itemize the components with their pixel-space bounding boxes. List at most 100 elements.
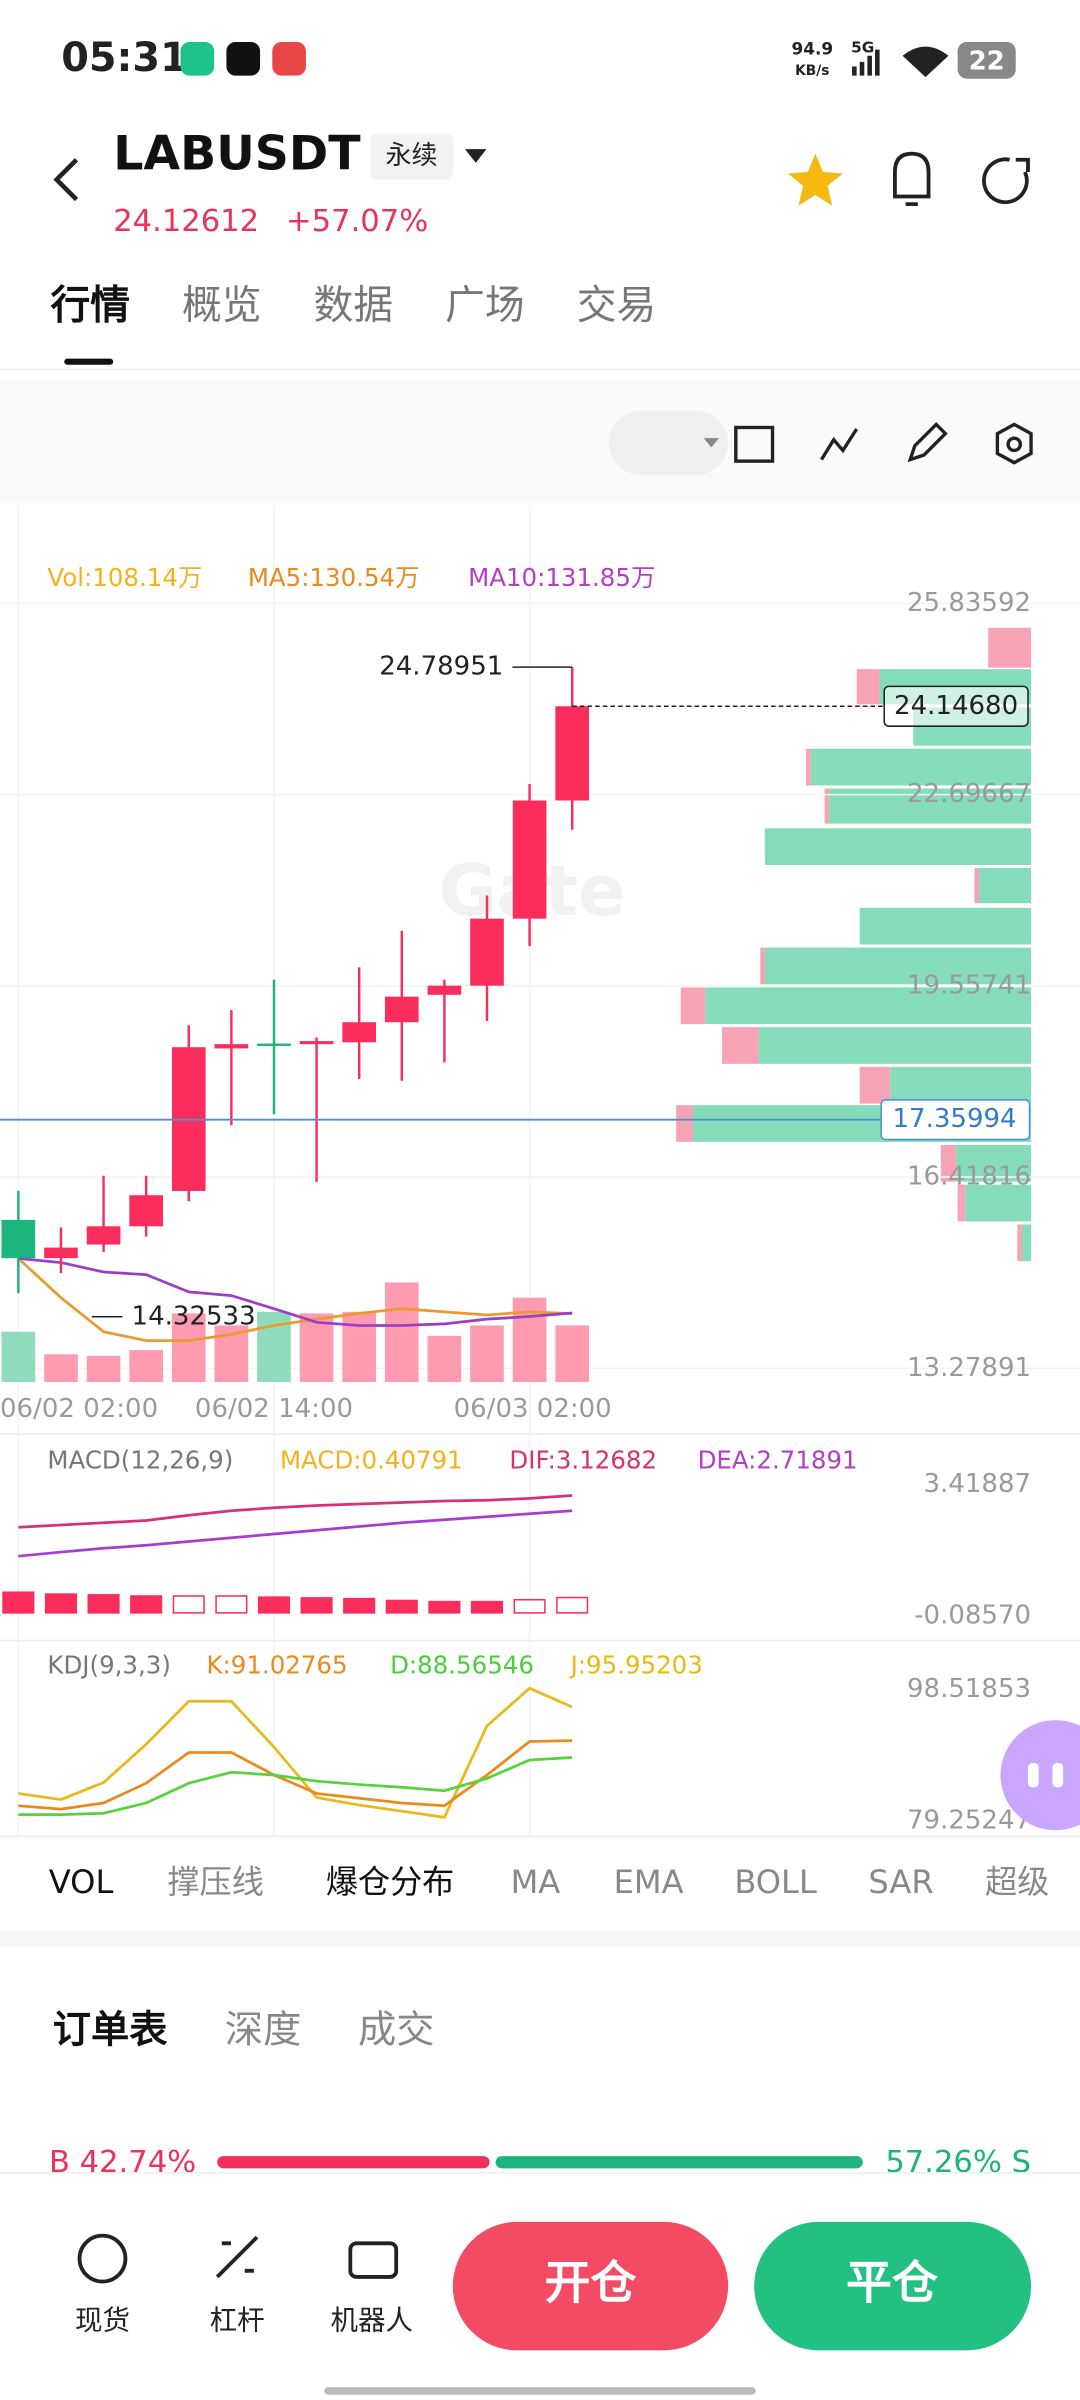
dropdown-arrow[interactable] [465,149,487,163]
alert-bell[interactable] [892,151,931,207]
order-tab[interactable]: 深度 [225,2009,301,2053]
depth-long [810,748,1032,786]
open-button[interactable] [452,2221,729,2351]
depth-short [940,1144,957,1182]
y-tick-label: 25.83592 [907,588,1031,618]
tab[interactable]: 交易 [577,283,657,329]
back-button[interactable] [53,158,79,202]
indicator-tab[interactable]: EMA [614,1863,684,1901]
depth-long [764,947,1032,985]
dropdown-arrow[interactable] [703,438,719,448]
indicator-tab[interactable]: SAR [868,1863,933,1901]
price-line-box [880,1099,1031,1141]
depth-long [705,987,1032,1025]
y-tick-label: 19.55741 [907,970,1031,1000]
d-line [18,1756,573,1816]
tab[interactable]: 概览 [182,283,262,329]
macd-bar [44,1593,78,1614]
depth-long [1021,1224,1032,1262]
app-icon [272,41,306,76]
contract-badge[interactable] [370,133,453,180]
tool-icon[interactable] [820,428,859,461]
indicator-tab[interactable]: 爆仓分布 [326,1863,454,1901]
macd-bar [556,1596,589,1614]
volume-bar [427,1335,462,1383]
indicator-tab[interactable]: 超级 [985,1863,1049,1901]
legend-item: DIF:3.12682 [509,1446,657,1475]
assistant-eye [1052,1762,1064,1788]
indicator-tab[interactable]: VOL [49,1863,114,1901]
volume-bar [86,1355,121,1383]
order-tab[interactable]: 成交 [358,2009,434,2053]
settings-icon [1006,436,1023,453]
share-button[interactable] [982,157,1030,205]
app-icon [180,41,215,76]
tab[interactable]: 行情 [50,283,130,329]
macd-bar [130,1595,163,1614]
candle-body [427,985,462,995]
candle-body [86,1226,121,1245]
candle-body [129,1195,163,1227]
close-button[interactable] [754,2221,1032,2351]
bot-icon[interactable] [348,2241,399,2279]
indicator-tab[interactable]: BOLL [734,1863,817,1901]
candle-body [299,1041,334,1045]
nav-label[interactable]: 杠杆 [210,2304,265,2336]
depth-long [965,1184,1032,1222]
signal-type: 5G [851,39,874,57]
depth-short [676,1105,693,1142]
favorite-star[interactable] [787,153,843,206]
y-tick-label: 79.25247 [907,1806,1031,1836]
nav-label[interactable]: 机器人 [330,2304,413,2336]
tab[interactable]: 数据 [314,283,394,329]
tool-icon[interactable] [907,422,948,463]
legend-item: J:95.95203 [569,1651,703,1680]
volume-ma5 [17,1257,573,1343]
macd-bar [428,1600,461,1614]
legend-item: MA10:131.85万 [468,563,655,592]
indicator-tab[interactable]: 撑压线 [168,1863,264,1901]
indicator-tab[interactable]: MA [511,1863,561,1901]
spot-icon[interactable] [77,2233,128,2284]
macd-bar [87,1594,120,1614]
depth-short [760,947,765,985]
order-tab[interactable]: 订单表 [53,2009,168,2053]
depth-short [806,748,811,786]
margin-icon[interactable] [215,2235,259,2279]
assistant-bubble[interactable] [1000,1720,1080,1831]
depth-long [764,828,1032,865]
symbol: LABUSDT [113,127,361,182]
volume-bar [470,1325,504,1383]
volume-bar [129,1350,163,1383]
assistant-eye [1027,1762,1039,1788]
tool-icon[interactable] [734,425,775,463]
legend-item: KDJ(9,3,3) [47,1651,170,1680]
legend-item: Vol:108.14万 [47,563,202,592]
volume-bar [44,1354,78,1383]
volume-bar [1,1331,36,1383]
x-tick-label: 06/02 02:00 [0,1394,158,1424]
nav-label[interactable]: 现货 [75,2304,130,2336]
depth-long [956,1144,1032,1182]
price-line-label: 17.35994 [893,1104,1017,1134]
macd-bar [215,1595,248,1614]
current-price-label: 24.14680 [894,691,1018,721]
depth-short [1017,1224,1022,1262]
depth-short [824,788,830,824]
dea-line [18,1509,573,1558]
tab[interactable]: 广场 [445,283,525,329]
depth-short [974,868,980,904]
battery [957,41,1016,79]
candle-body [257,1043,291,1046]
current-price-box [883,685,1029,727]
legend-item: MA5:130.54万 [248,563,420,592]
depth-short [859,1066,891,1104]
j-line [18,1686,573,1819]
low-label: 14.32533 [132,1301,256,1331]
depth-short [722,1027,759,1064]
tab-indicator [64,358,114,365]
settings-icon[interactable] [995,422,1033,465]
y-tick-label: 16.41816 [907,1162,1031,1192]
